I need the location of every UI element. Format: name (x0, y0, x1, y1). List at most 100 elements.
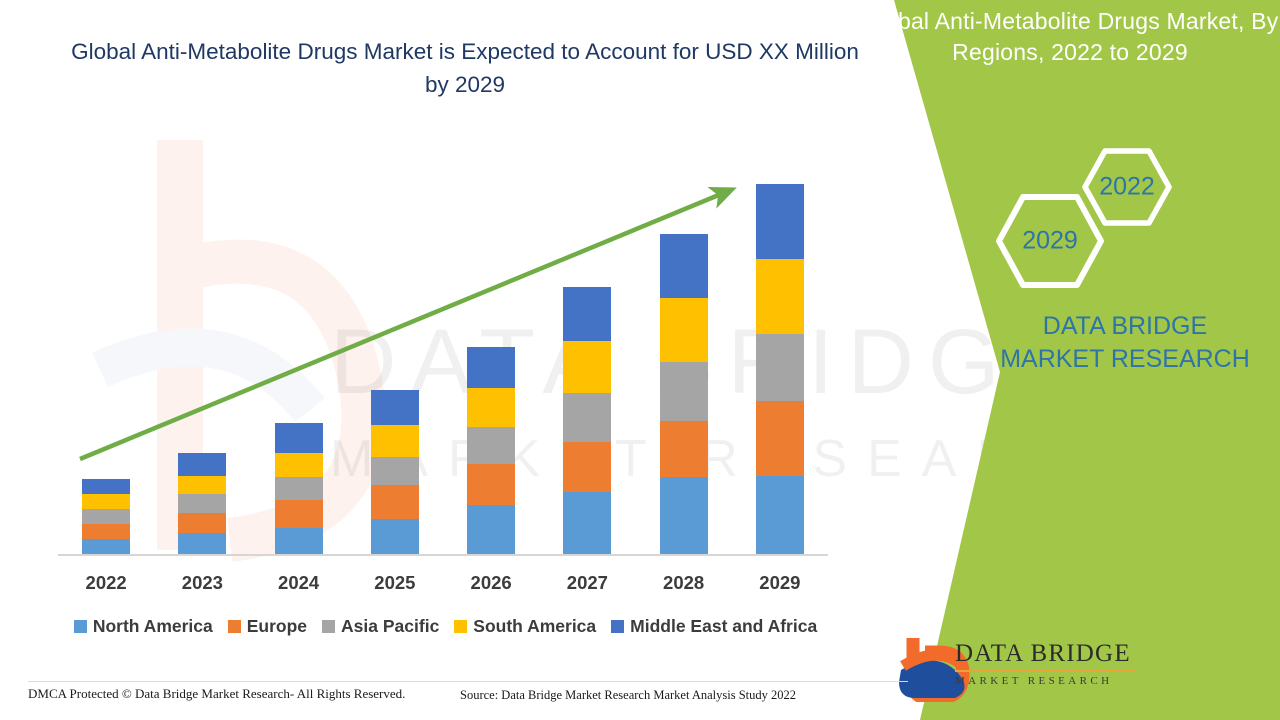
legend-swatch (227, 620, 241, 633)
data-bridge-logo-text: DATA BRIDGE MARKET RESEARCH (955, 640, 1135, 687)
data-bridge-logo-icon (899, 638, 970, 702)
bar-column (251, 160, 347, 554)
bar-segment (178, 475, 227, 495)
bar-segment (370, 456, 419, 485)
bar-column (154, 160, 250, 554)
bar-segment (82, 494, 131, 510)
legend-label: Europe (246, 616, 308, 636)
hexagon-label-2029: 2029 (1022, 226, 1078, 255)
bar-segment (755, 475, 804, 554)
bar-column (443, 160, 539, 554)
legend-label: Middle East and Africa (630, 616, 818, 636)
bar-segment (370, 425, 419, 457)
legend-item[interactable]: Europe (227, 616, 308, 637)
hexagon-badge-2022 (1082, 148, 1172, 226)
stacked-bar[interactable] (467, 346, 516, 554)
hexagon-label-2022-wrap: 2022 (1082, 148, 1172, 226)
bar-segment (274, 423, 323, 454)
x-axis-tick-label: 2024 (278, 572, 320, 593)
bar-segment (274, 453, 323, 478)
bar-segment (467, 387, 516, 427)
bar-segment (178, 494, 227, 513)
hexagon-badge-2029 (996, 194, 1104, 288)
bar-segment (82, 539, 131, 554)
bar-segment (755, 184, 804, 259)
hexagon-label-2029-wrap: 2029 (996, 194, 1104, 288)
stacked-bar[interactable] (659, 234, 708, 554)
legend-item[interactable]: South America (454, 616, 596, 637)
bar-chart-plot (58, 160, 828, 554)
bar-segment (755, 258, 804, 334)
x-axis-tick-label: 2026 (470, 572, 512, 593)
legend-label: North America (92, 616, 213, 636)
bar-segment (755, 400, 804, 476)
bar-segment (467, 426, 516, 465)
legend-swatch (73, 620, 87, 633)
bar-segment (370, 484, 419, 519)
bar-segment (467, 464, 516, 506)
x-axis-tick-label: 2029 (759, 572, 801, 593)
legend-label: Asia Pacific (341, 616, 440, 636)
bar-segment (563, 393, 612, 442)
legend-item[interactable]: Middle East and Africa (611, 616, 817, 637)
logo-main-text: DATA BRIDGE (955, 640, 1131, 667)
bar-segment (82, 509, 131, 525)
chart-legend: North America Europe Asia Pacific South Ame… (58, 616, 833, 637)
bar-segment (659, 298, 708, 362)
legend-item[interactable]: Asia Pacific (322, 616, 439, 637)
bar-segment (659, 421, 708, 478)
bar-segment (467, 505, 516, 554)
legend-swatch (454, 620, 468, 633)
bar-column (732, 160, 828, 554)
chart-title: Global Anti-Metabolite Drugs Market is E… (71, 39, 859, 97)
bar-segment (563, 441, 612, 493)
hexagon-label-2022: 2022 (1099, 172, 1155, 201)
legend-label: South America (473, 616, 597, 636)
bar-segment (659, 361, 708, 422)
x-axis-tick-label: 2023 (181, 572, 223, 593)
bar-segment (82, 524, 131, 540)
bar-segment (563, 286, 612, 341)
bar-segment (274, 527, 323, 554)
stacked-bar[interactable] (82, 479, 131, 554)
panel-title: Global Anti-Metabolite Drugs Market, By … (861, 8, 1279, 65)
stacked-bar[interactable] (274, 423, 323, 554)
bar-segment (563, 492, 612, 554)
bar-segment (659, 234, 708, 299)
bar-column (58, 160, 154, 554)
bar-column (539, 160, 635, 554)
x-axis-tick-label: 2025 (374, 572, 416, 593)
legend-item[interactable]: North America (73, 616, 213, 637)
bar-segment (563, 341, 612, 394)
bar-column (347, 160, 443, 554)
bar-segment (659, 477, 708, 554)
stacked-bar[interactable] (755, 184, 804, 554)
stacked-bar[interactable] (563, 286, 612, 554)
bar-segment (274, 477, 323, 500)
bar-segment (82, 479, 131, 495)
bar-segment (467, 346, 516, 388)
x-axis-line (58, 554, 828, 556)
x-axis-tick-label: 2022 (85, 572, 127, 593)
bar-segment (370, 518, 419, 554)
bar-column (636, 160, 732, 554)
panel-brand-text: DATA BRIDGE MARKET RESEARCH (1000, 312, 1250, 373)
bar-segment (274, 499, 323, 528)
stacked-bar[interactable] (178, 453, 227, 554)
bar-segment (370, 389, 419, 426)
bar-segment (178, 512, 227, 534)
bar-segment (178, 453, 227, 476)
bar-segment (178, 533, 227, 554)
logo-sub-text: MARKET RESEARCH (955, 674, 1113, 687)
bar-segment (755, 333, 804, 401)
footer-copyright: DMCA Protected © Data Bridge Market Rese… (28, 686, 406, 701)
x-axis-tick-label: 2028 (663, 572, 705, 593)
footer-source: Source: Data Bridge Market Research Mark… (460, 688, 797, 702)
legend-swatch (322, 620, 336, 633)
logo-divider (955, 670, 1135, 672)
x-axis-tick-label: 2027 (566, 572, 608, 593)
stacked-bar[interactable] (370, 389, 419, 554)
x-axis-labels: 2022 2023 2024 2025 2026 2027 2028 2029 (58, 572, 828, 594)
legend-swatch (611, 620, 625, 633)
